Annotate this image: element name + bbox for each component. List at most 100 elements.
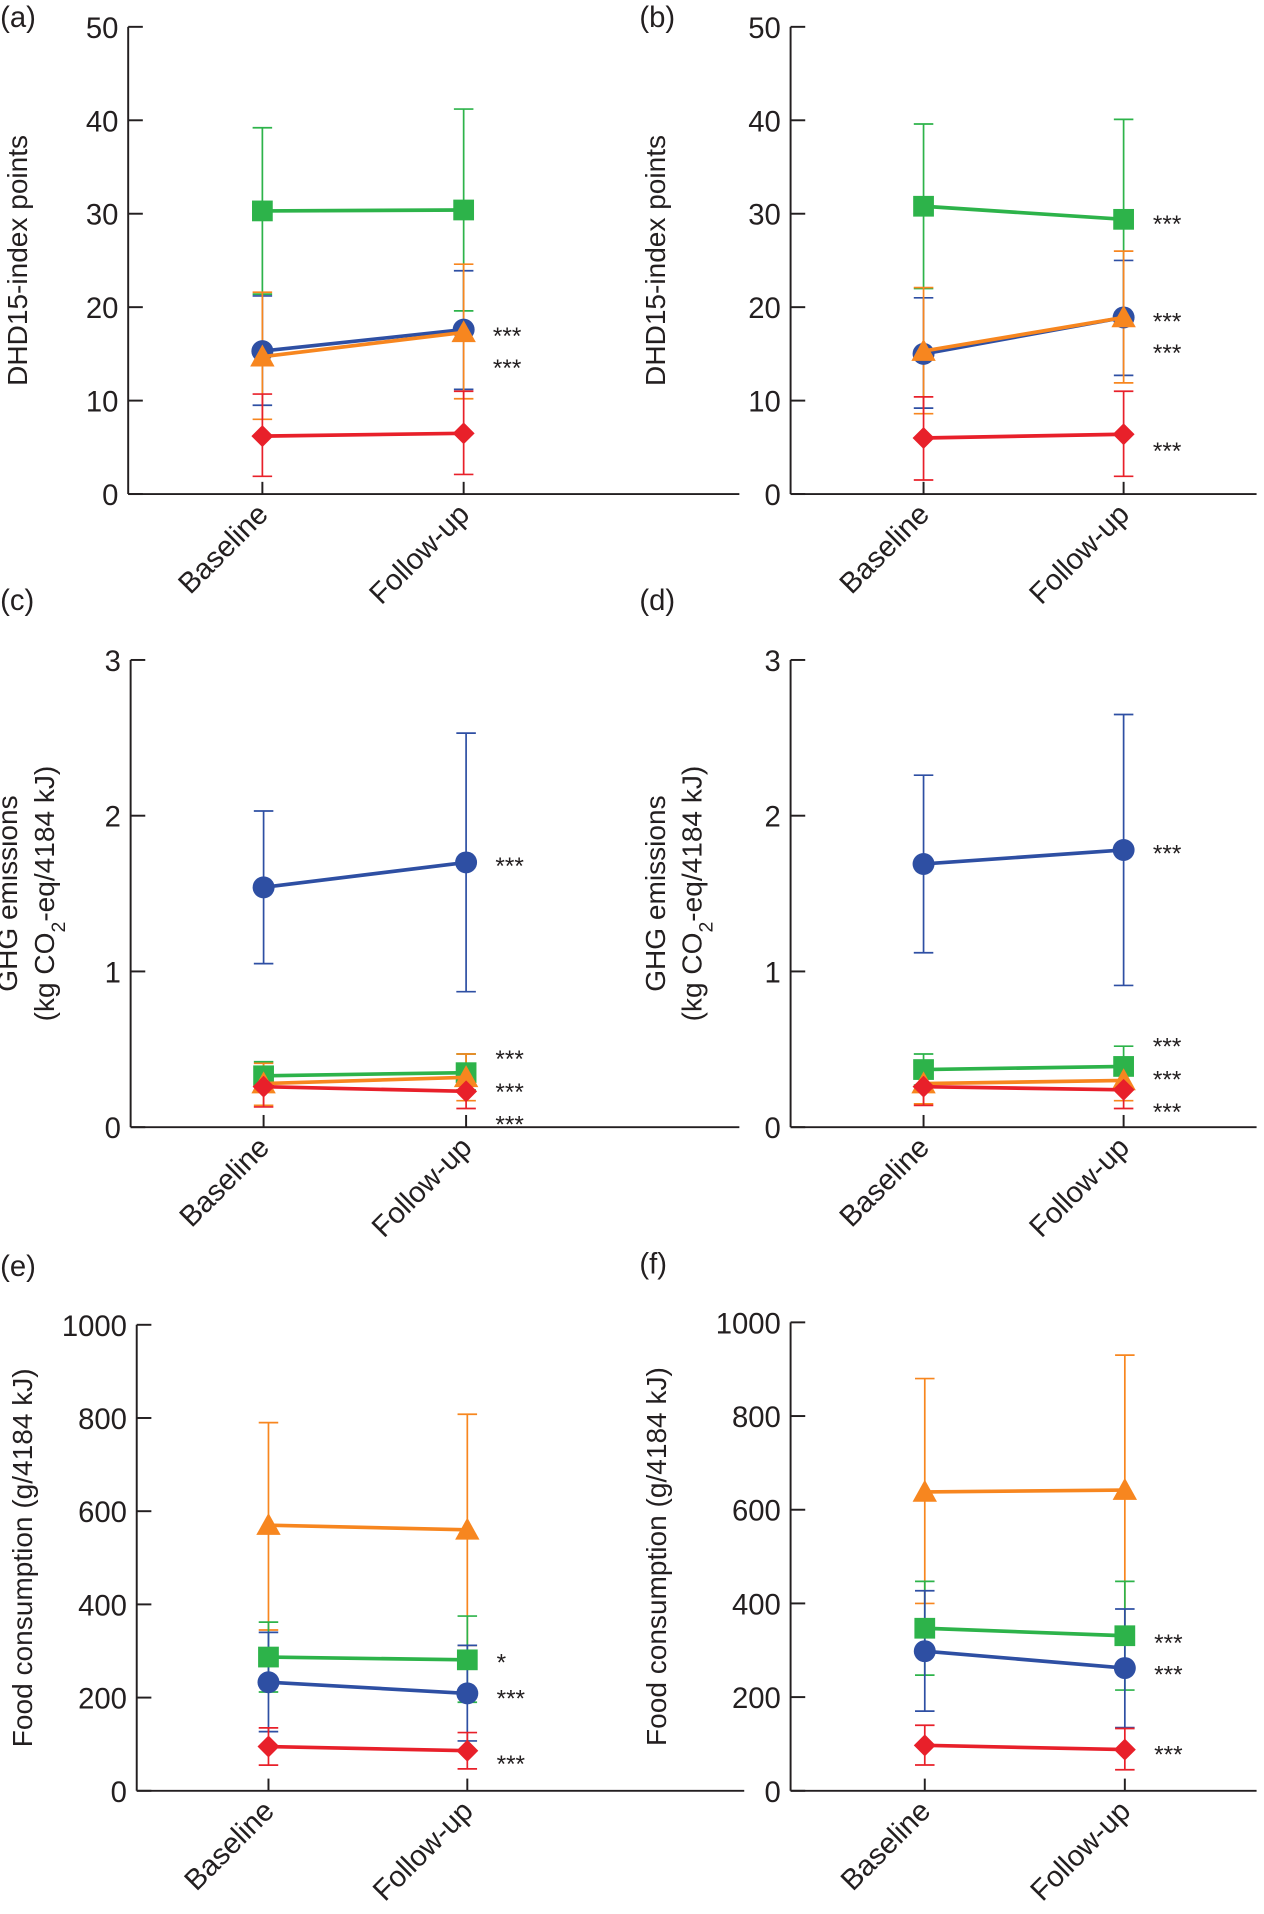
series-line-orange (268, 1523, 468, 1532)
y-tick-label: 40 (86, 106, 119, 138)
significance-marker: *** (1153, 840, 1182, 867)
y-axis-label: Food consumption (g/4184 kJ) (641, 1367, 672, 1746)
marker-circle-blue (257, 1671, 280, 1694)
series-line-green (262, 208, 464, 213)
series-line-orange (923, 1078, 1124, 1086)
panel-f: (f) 0 200 400 600 800 1000 Baseline Follow-up Foo… (639, 1249, 1257, 1907)
x-tick-label: Baseline (835, 1795, 937, 1897)
significance-marker: *** (497, 1751, 526, 1778)
x-tick-label: Baseline (179, 1795, 281, 1897)
y-tick-label: 0 (765, 480, 781, 512)
y-axis-label-units: (kg CO2-eq/4184 kJ) (29, 766, 70, 1022)
marker-diamond-red (257, 1735, 280, 1758)
panel-label: (e) (0, 1251, 36, 1283)
y-tick-label: 3 (765, 646, 781, 678)
y-tick-label: 50 (86, 13, 119, 45)
y-tick-label: 0 (105, 1113, 121, 1145)
series-line-blue (263, 860, 467, 890)
series-line-red (262, 431, 464, 438)
marker-circle-blue (455, 851, 478, 874)
x-tick-label: Baseline (174, 1131, 276, 1233)
significance-marker: *** (495, 1079, 524, 1106)
marker-square-green (1114, 1625, 1136, 1647)
significance-marker: *** (1153, 438, 1182, 465)
x-tick-label: Baseline (834, 1131, 936, 1233)
series-line-orange (263, 1075, 467, 1086)
series-line-blue (262, 327, 464, 353)
marker-triangle-orange (453, 1065, 479, 1088)
marker-square-green (1113, 208, 1134, 230)
series-line-green (923, 204, 1124, 222)
x-tick-label: Follow-up (1024, 498, 1136, 610)
panel-label: (f) (639, 1249, 667, 1281)
significance-marker: * (497, 1649, 507, 1676)
marker-diamond-red (913, 1734, 936, 1757)
marker-circle-blue (913, 1640, 936, 1663)
series-line-red (924, 1743, 1125, 1752)
marker-circle-blue (912, 852, 935, 875)
series-line-blue (924, 1649, 1125, 1670)
marker-triangle-orange (912, 1479, 937, 1502)
y-axis-label: DHD15-index points (2, 135, 33, 386)
y-tick-label: 1 (105, 957, 121, 989)
y-tick-label: 1000 (716, 1308, 781, 1340)
significance-marker: *** (1153, 340, 1182, 367)
panel-b: (b) 0 10 20 30 40 50 Baseline Follow-up DHD15-ind… (639, 2, 1257, 611)
marker-diamond-red (1112, 1078, 1135, 1101)
y-axis-label: DHD15-index points (640, 135, 671, 386)
marker-circle-blue (252, 876, 275, 899)
marker-square-green (456, 1649, 478, 1671)
marker-diamond-red (452, 422, 475, 445)
panel-label: (b) (639, 2, 675, 34)
y-tick-label: 800 (78, 1404, 127, 1436)
marker-square-green (1113, 1056, 1134, 1077)
series-line-red (263, 1084, 467, 1094)
series-line-green (923, 1064, 1124, 1072)
y-tick-label: 800 (732, 1402, 781, 1434)
marker-diamond-red (912, 1075, 935, 1098)
y-tick-label: 50 (748, 13, 781, 45)
significance-marker: *** (1153, 1034, 1182, 1061)
y-axis-label: Food consumption (g/4184 kJ) (7, 1368, 38, 1747)
marker-circle-blue (1112, 838, 1135, 861)
y-axis-label: GHG emissions (0, 795, 23, 991)
y-tick-label: 200 (732, 1683, 781, 1715)
series-line-green (268, 1655, 468, 1662)
marker-square-green (913, 195, 934, 217)
marker-diamond-red (456, 1739, 479, 1762)
marker-circle-blue (1113, 1657, 1136, 1680)
y-tick-label: 400 (732, 1589, 781, 1621)
y-tick-label: 1000 (62, 1311, 127, 1343)
y-tick-label: 30 (748, 200, 781, 232)
y-tick-label: 10 (748, 387, 781, 419)
series-line-red (923, 1084, 1124, 1092)
series-line-orange (923, 315, 1124, 353)
y-tick-label: 0 (111, 1777, 127, 1809)
marker-circle-blue (456, 1682, 479, 1705)
series-line-red (268, 1744, 468, 1753)
x-tick-label: Follow-up (364, 498, 476, 610)
x-tick-label: Follow-up (1024, 1131, 1136, 1243)
marker-diamond-red (1113, 1738, 1136, 1761)
series-line-green (263, 1070, 467, 1078)
significance-marker: *** (495, 1111, 524, 1138)
significance-marker: *** (1154, 1741, 1183, 1768)
marker-triangle-orange (911, 338, 936, 361)
panel-label: (a) (0, 2, 36, 34)
marker-diamond-red (252, 1075, 275, 1098)
series-line-orange (924, 1488, 1125, 1494)
panel-a: (a) 0 10 20 30 40 50 Baseline Follow-up DHD15-ind… (0, 2, 740, 611)
series-line-orange (262, 330, 464, 359)
y-tick-label: 2 (765, 802, 781, 834)
marker-triangle-orange (256, 1512, 281, 1535)
significance-marker: *** (495, 1046, 524, 1073)
x-tick-label: Follow-up (367, 1795, 479, 1907)
y-tick-label: 600 (732, 1496, 781, 1528)
y-tick-label: 0 (765, 1777, 781, 1809)
series-line-green (924, 1626, 1125, 1638)
marker-triangle-orange (1112, 1477, 1138, 1500)
significance-marker: *** (1154, 1630, 1183, 1657)
marker-square-green (913, 1059, 934, 1080)
marker-diamond-red (1112, 423, 1135, 446)
significance-marker: *** (1153, 1066, 1182, 1093)
